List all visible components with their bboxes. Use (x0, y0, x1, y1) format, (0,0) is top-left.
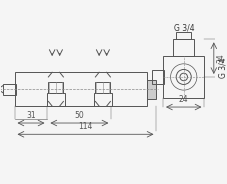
Text: G 3/4: G 3/4 (219, 57, 227, 78)
Text: 31: 31 (26, 111, 36, 120)
Bar (147, 80, 156, 99)
Bar (48, 82, 63, 93)
Text: G 3/4: G 3/4 (174, 24, 195, 33)
Text: 50: 50 (74, 111, 84, 120)
Bar (3, 84, 16, 95)
Text: 34: 34 (217, 53, 226, 63)
Text: 114: 114 (78, 123, 93, 132)
Text: 24: 24 (179, 95, 189, 104)
Bar (173, 39, 194, 56)
Bar (152, 70, 164, 84)
Bar (95, 82, 110, 93)
Bar (47, 93, 65, 106)
Bar (163, 56, 204, 98)
Bar (94, 93, 112, 106)
Bar (15, 72, 147, 106)
Bar (176, 32, 191, 39)
